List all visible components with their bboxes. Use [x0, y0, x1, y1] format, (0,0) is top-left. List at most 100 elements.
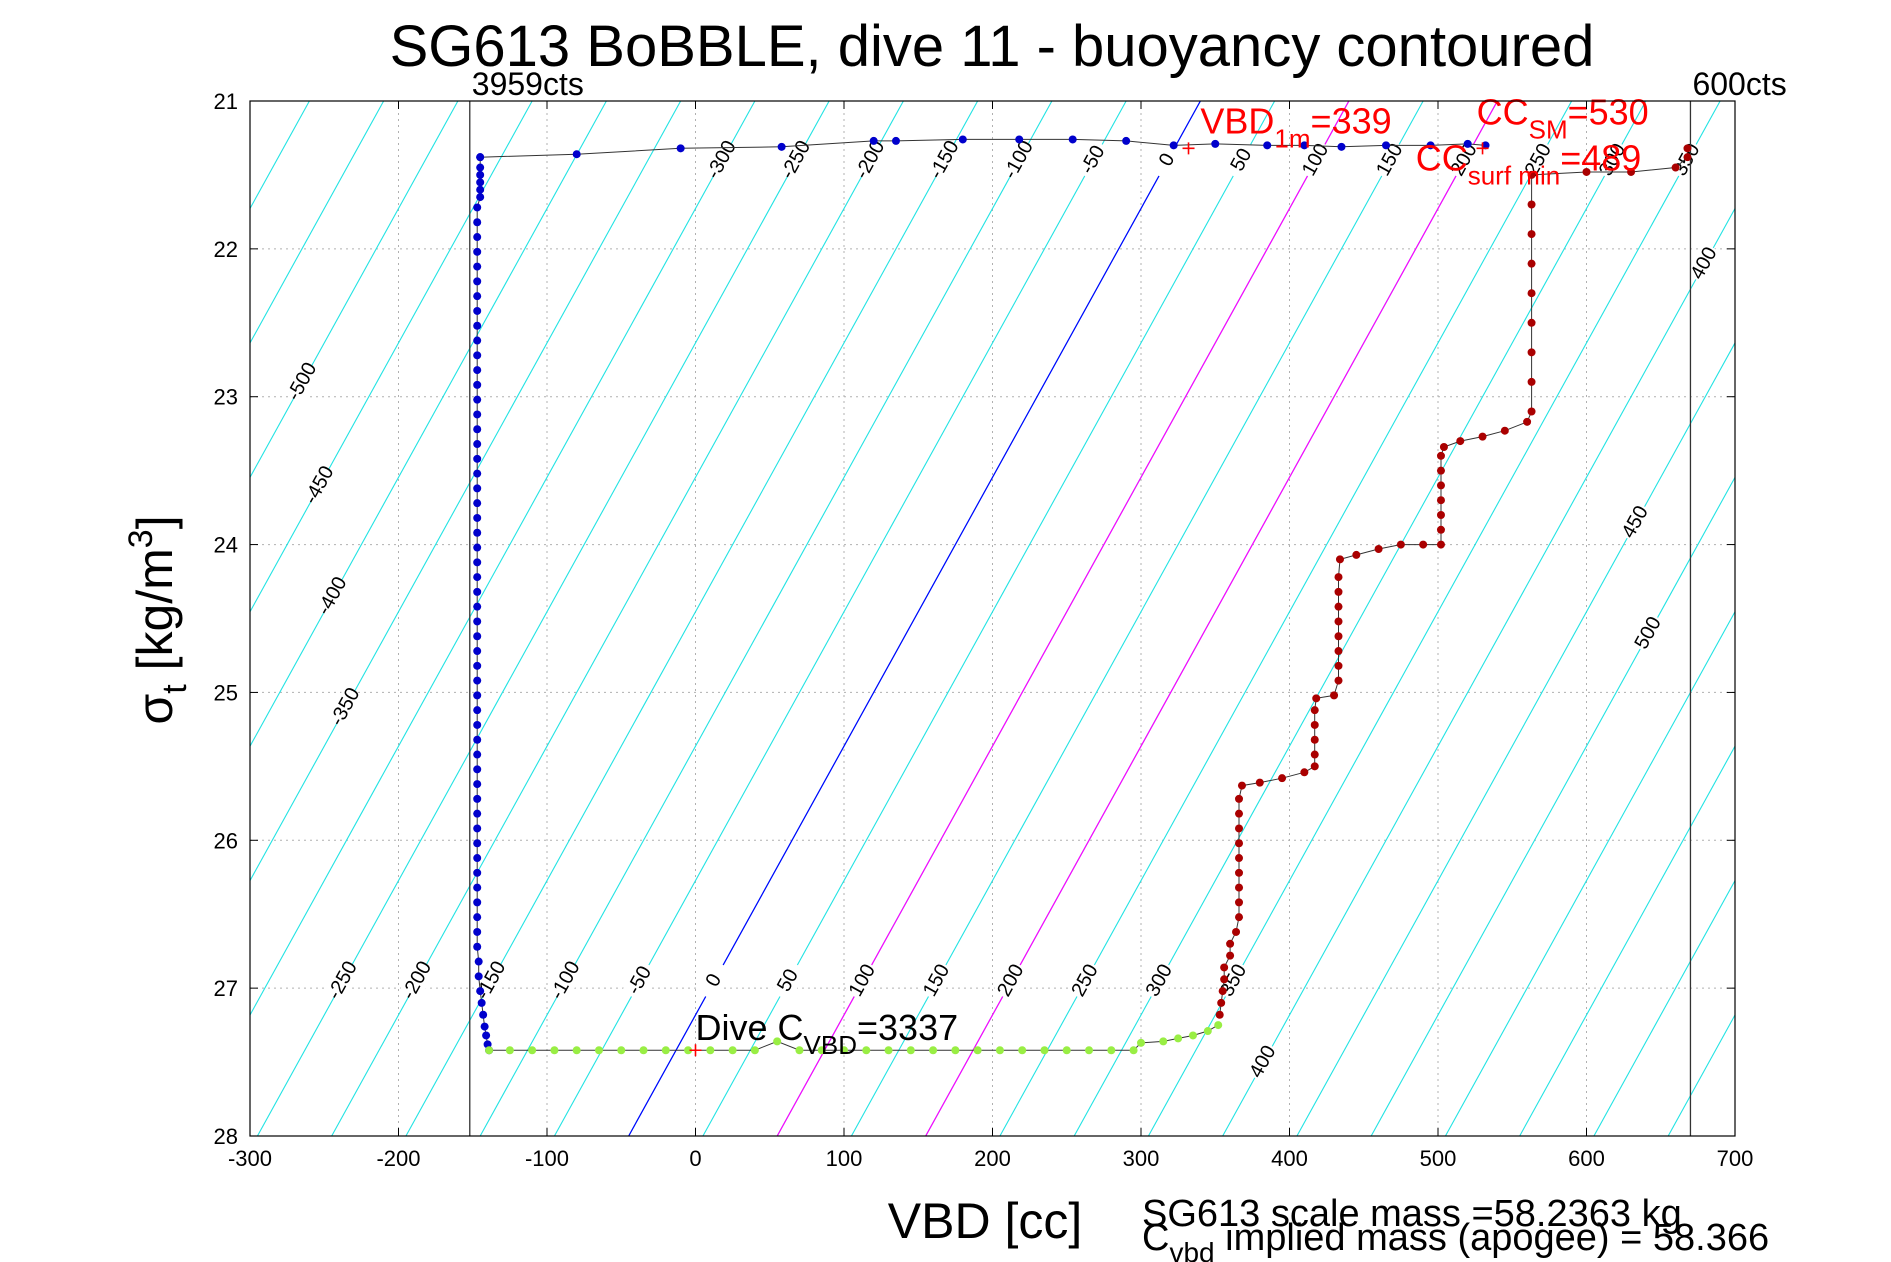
data-point	[1169, 141, 1178, 150]
contour-label-bg	[1000, 139, 1038, 182]
data-point	[1330, 691, 1339, 700]
vertical-marker-lines: 3959cts 600cts	[469, 66, 1787, 1136]
data-point	[473, 898, 482, 907]
data-point	[1463, 139, 1472, 148]
data-point	[1334, 617, 1343, 626]
data-point	[572, 1046, 581, 1055]
data-point	[1040, 1046, 1049, 1055]
data-point	[528, 1046, 537, 1055]
data-point	[1334, 661, 1343, 670]
annotation-part: 1m	[1274, 124, 1310, 154]
data-point	[473, 854, 482, 863]
data-point	[1174, 1034, 1183, 1043]
vertical-line-label: 3959cts	[472, 66, 584, 102]
data-point	[1523, 417, 1532, 426]
annotation-part: VBD	[1200, 101, 1274, 142]
data-point	[1439, 442, 1448, 451]
data-point	[1235, 913, 1244, 922]
data-point	[1214, 1021, 1223, 1030]
x-tick-label: 300	[1123, 1146, 1160, 1171]
data-point	[473, 440, 482, 449]
data-point	[1310, 735, 1319, 744]
data-point	[1018, 1046, 1027, 1055]
data-point	[473, 720, 482, 729]
annotation-part: =3337	[857, 1007, 958, 1048]
contour-label-bg	[844, 959, 882, 1002]
data-point	[1235, 794, 1244, 803]
contour-label-bg	[1372, 139, 1409, 182]
contour-label-bg	[1141, 959, 1179, 1002]
data-point	[1352, 550, 1361, 559]
data-point	[473, 247, 482, 256]
y-label-sup: 3	[122, 529, 160, 548]
data-point	[1582, 167, 1591, 176]
data-point	[1683, 153, 1692, 162]
data-point	[639, 1046, 648, 1055]
contour-label-bg	[1446, 139, 1484, 182]
data-point	[476, 170, 485, 179]
data-point	[1382, 141, 1391, 150]
chart-title: SG613 BoBBLE, dive 11 - buoyancy contour…	[390, 14, 1595, 79]
x-tick-label: 500	[1420, 1146, 1457, 1171]
data-point	[473, 558, 482, 567]
data-point	[473, 794, 482, 803]
contour-label-bg	[696, 959, 733, 1002]
data-point	[728, 1046, 737, 1055]
implied-mass-sub: vbd	[1169, 1237, 1214, 1262]
data-point	[473, 499, 482, 508]
data-point	[1310, 720, 1319, 729]
data-point	[473, 839, 482, 848]
y-tick-label: 23	[214, 385, 238, 410]
x-tick-label: 700	[1717, 1146, 1754, 1171]
data-point	[1419, 540, 1428, 549]
x-tick-label: 0	[689, 1146, 701, 1171]
contour-label-bg	[926, 139, 964, 182]
data-point	[473, 410, 482, 419]
data-point	[473, 366, 482, 375]
contour-line	[1519, 745, 1735, 1136]
data-point	[1062, 1046, 1071, 1055]
data-point	[1235, 809, 1244, 818]
data-point	[473, 528, 482, 537]
data-point	[476, 153, 485, 162]
data-point	[1426, 141, 1435, 150]
data-point	[1137, 1038, 1145, 1047]
contour-line	[999, 101, 1573, 1136]
data-point	[884, 1046, 893, 1055]
implied-mass-text: implied mass (apogee) = 58.366	[1215, 1217, 1770, 1259]
data-point	[1235, 839, 1244, 848]
plus-marker	[1182, 142, 1195, 155]
contour-line	[702, 101, 1276, 1136]
data-point	[1436, 511, 1445, 519]
data-point	[473, 454, 482, 463]
data-point	[1527, 407, 1536, 416]
data-point	[1217, 998, 1226, 1007]
data-point	[473, 292, 482, 301]
data-point	[473, 765, 482, 774]
data-point	[1203, 1027, 1212, 1036]
annotation-part: CC	[1477, 92, 1529, 133]
x-axis-label: VBD [cc]	[888, 1193, 1082, 1249]
contour-label-bg	[1594, 139, 1632, 182]
data-point	[1671, 163, 1680, 172]
contour-label-bg	[1067, 959, 1105, 1002]
data-point	[1235, 824, 1244, 833]
annotation-label: VBD1m=339	[1200, 101, 1391, 154]
data-point	[1478, 432, 1487, 441]
data-point	[473, 233, 482, 242]
contour-line	[553, 101, 1127, 1136]
axis-ticks: -300 -200 -100 0 100 200 300 400 500 600 700 21 22 23…	[214, 89, 1754, 1171]
data-point	[473, 203, 482, 212]
data-point	[1235, 883, 1244, 892]
data-point	[473, 336, 482, 345]
data-point	[473, 942, 482, 951]
y-label-close: ]	[127, 515, 183, 529]
y-axis-label: σt [kg/m3]	[122, 515, 194, 724]
y-tick-label: 26	[214, 828, 238, 853]
data-point	[1211, 139, 1220, 148]
data-point	[473, 587, 482, 596]
data-point	[572, 150, 581, 159]
data-point	[474, 972, 483, 981]
data-point	[473, 691, 482, 700]
